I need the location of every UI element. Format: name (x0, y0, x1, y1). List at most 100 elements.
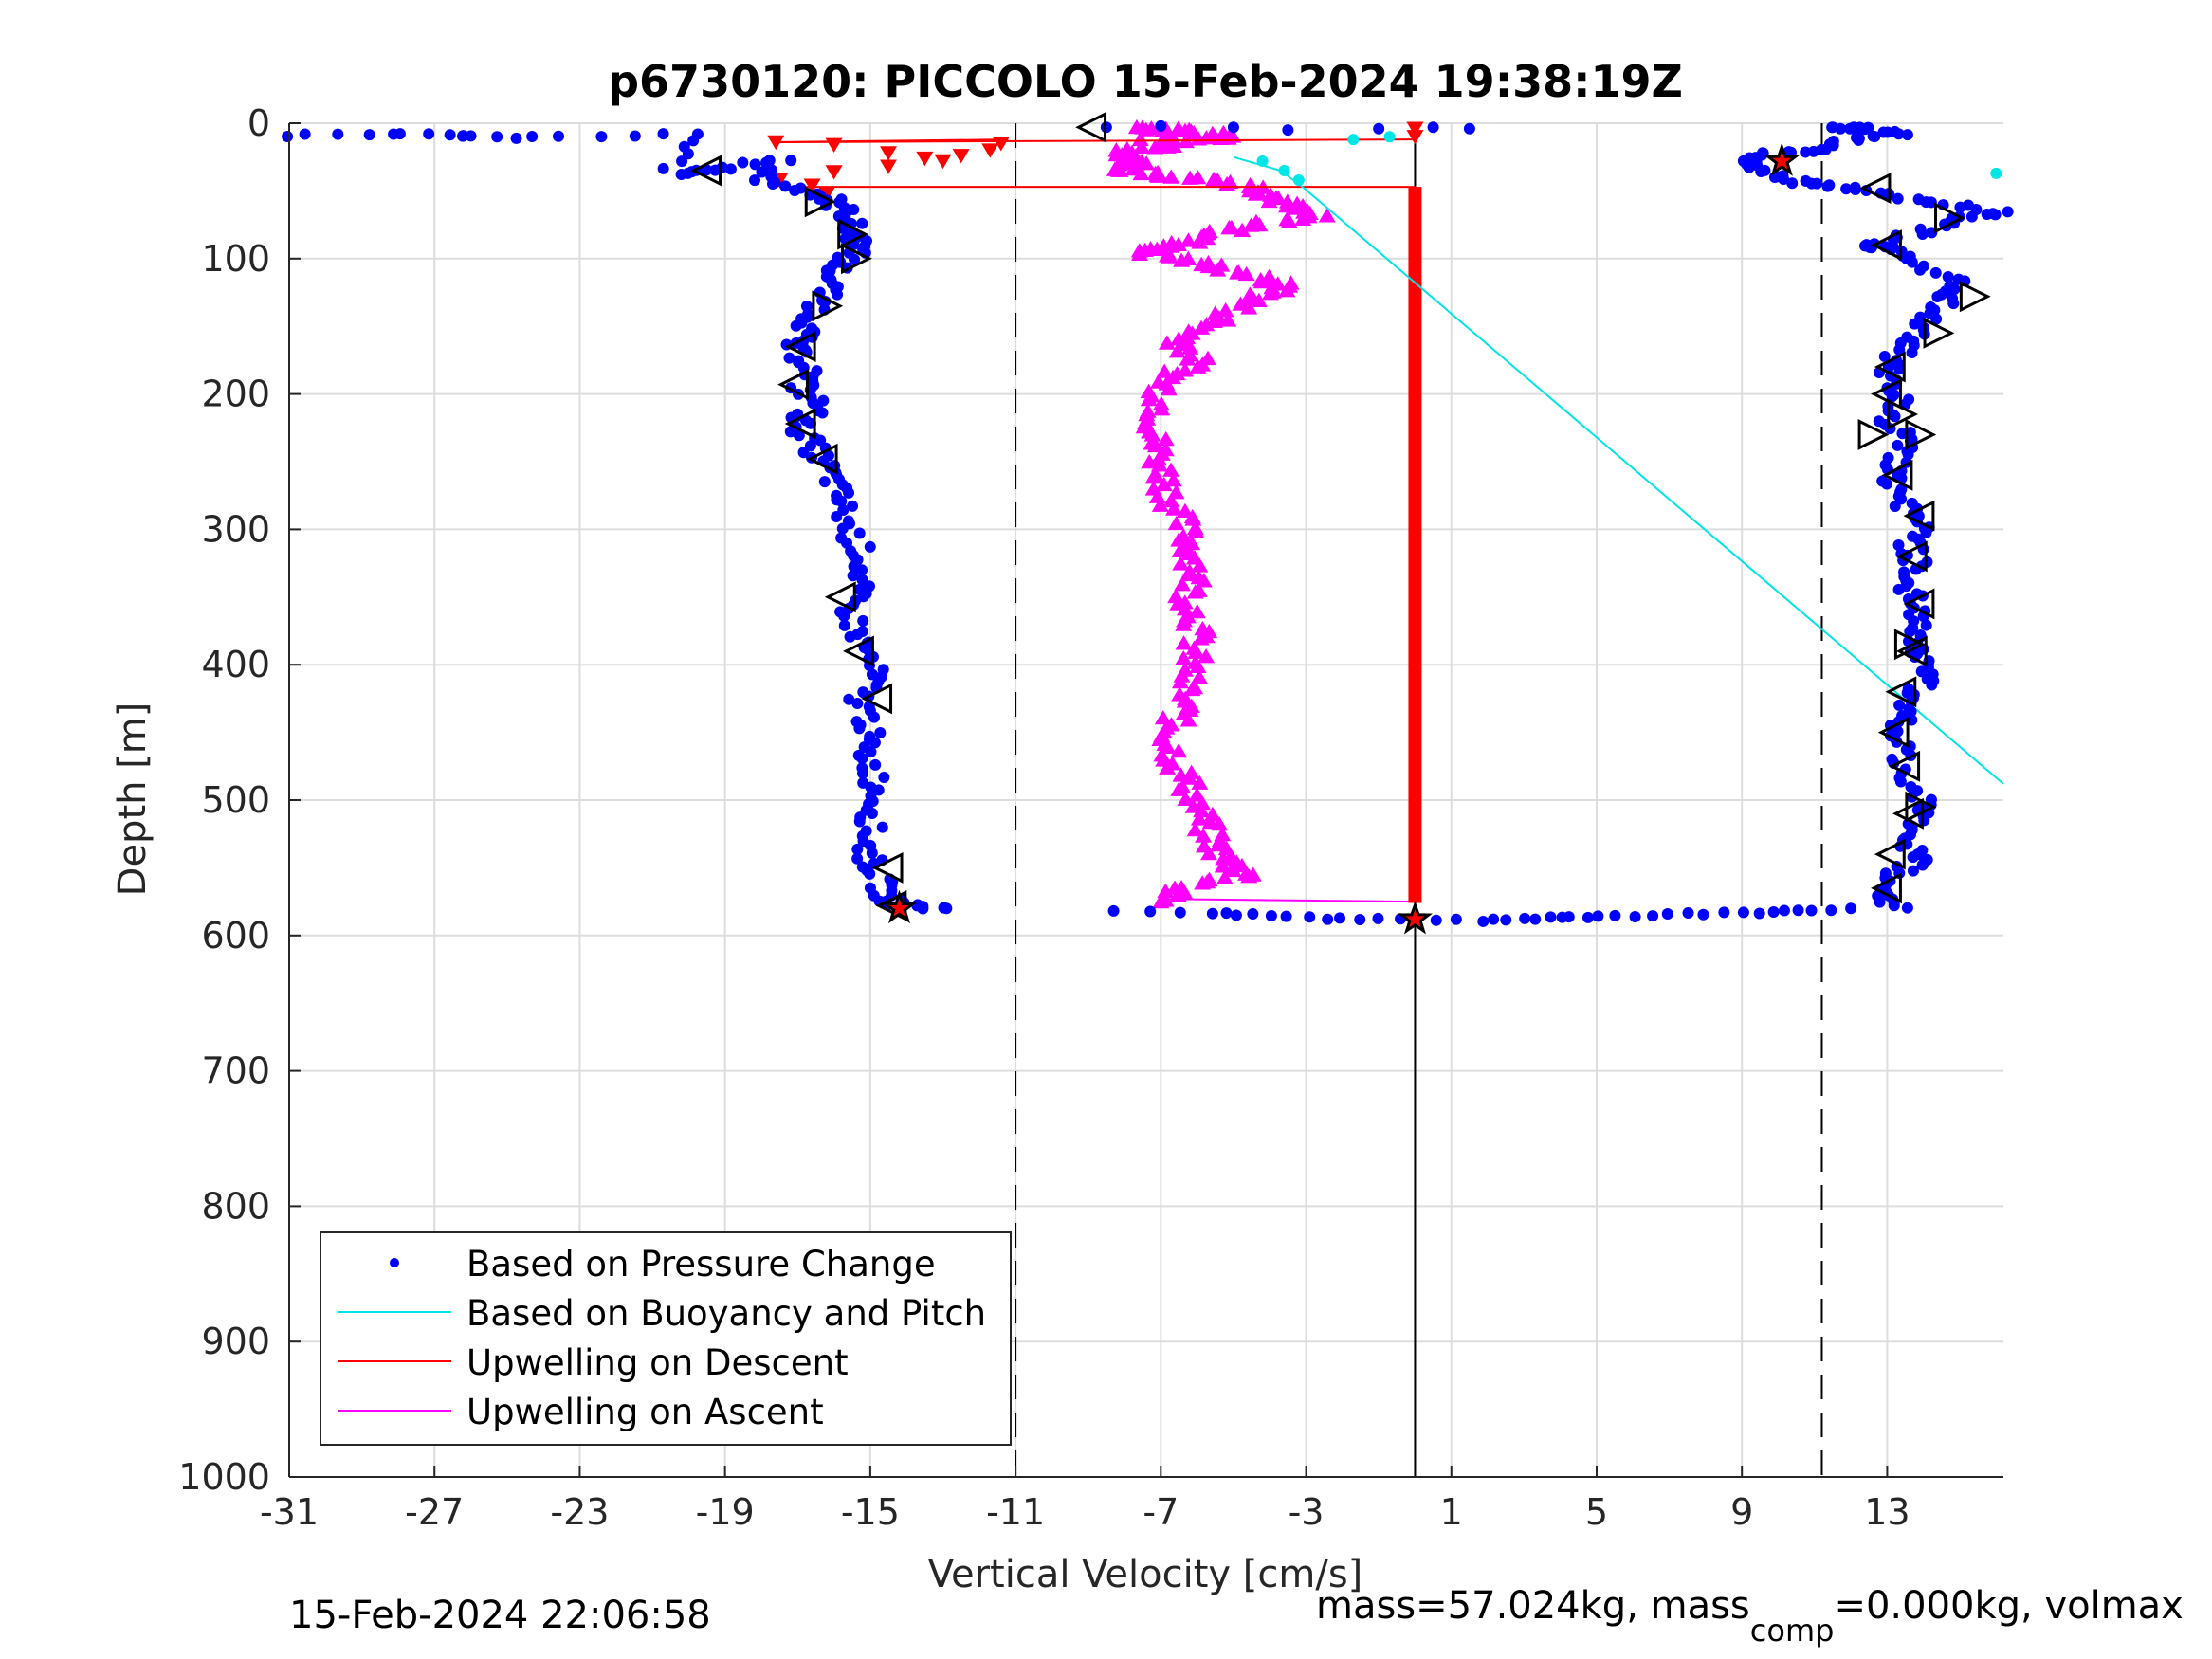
pressure-descent-point (749, 158, 761, 171)
ascent-upwelling-point (1203, 806, 1221, 822)
ascent-upwelling-point (1242, 217, 1260, 232)
pressure-ascent-point (1895, 483, 1908, 496)
pressure-bottom-point (1581, 911, 1594, 923)
pressure-bottom-point (1477, 915, 1490, 927)
pressure-bottom-point (1697, 908, 1709, 921)
ascent-upwelling-point (1155, 476, 1173, 492)
buoyancy-pitch-point (1278, 164, 1290, 176)
pressure-bottom-point (1354, 913, 1366, 925)
ascent-upwelling-point (1261, 285, 1279, 301)
y-tick-label: 500 (201, 779, 270, 821)
pressure-ascent-point (1906, 497, 1918, 509)
descent-upwelling-point (825, 165, 843, 180)
ascent-upwelling-point (1175, 650, 1193, 665)
ascent-upwelling-point (1162, 169, 1180, 184)
left-triangle-marker (1871, 229, 1902, 261)
pressure-ascent-point (1869, 131, 1881, 143)
ascent-upwelling-point (1143, 427, 1161, 442)
pressure-bottom-point (1682, 907, 1694, 920)
y-axis-label: Depth [m] (111, 702, 155, 897)
pressure-ascent-point (1920, 619, 1932, 631)
ascent-upwelling-point (1191, 557, 1209, 573)
ascent-upwelling-point (1127, 118, 1145, 135)
x-tick-label: -15 (841, 1491, 900, 1533)
pressure-descent-point (853, 815, 866, 828)
left-triangle-marker (784, 331, 816, 363)
ascent-upwelling-point (1278, 283, 1296, 298)
pressure-bottom-point (1778, 904, 1790, 917)
pressure-bottom-point (1107, 904, 1120, 917)
ascent-upwelling-point (1211, 816, 1229, 831)
pressure-descent-point (864, 867, 876, 880)
right-triangle-marker (1857, 419, 1890, 450)
pressure-bottom-point (1629, 911, 1641, 923)
legend-entry-label: Upwelling on Descent (466, 1342, 849, 1383)
pressure-ascent-point (1811, 177, 1823, 190)
x-tick-label: -23 (550, 1491, 609, 1533)
pressure-descent-point (847, 500, 859, 512)
x-tick-label: 1 (1440, 1491, 1463, 1533)
ascent-upwelling-point (1191, 775, 1209, 790)
x-tick-label: -27 (405, 1491, 464, 1533)
pressure-ascent-point (1892, 192, 1904, 205)
left-triangle-marker (824, 581, 856, 613)
ascent-upwelling-point (1186, 821, 1204, 837)
pressure-ascent-point (1925, 301, 1937, 313)
ascent-upwelling-point (1150, 450, 1168, 466)
ascent-upwelling-point (1153, 401, 1171, 416)
ascent-upwelling-point (1130, 246, 1148, 261)
pressure-ascent-point (1800, 174, 1812, 187)
pressure-bottom-point (1592, 910, 1604, 922)
ascent-upwelling-point (1176, 502, 1194, 519)
pressure-descent-point (491, 131, 503, 143)
pressure-descent-point (779, 180, 792, 192)
ascent-upwelling-point (1181, 339, 1199, 355)
ascent-upwelling-point (1186, 584, 1204, 599)
ascent-upwelling-point (1183, 681, 1201, 697)
footer-mass-subscript: comp (1750, 1613, 1835, 1649)
right-triangle-marker (804, 186, 836, 218)
left-triangle-marker (806, 443, 838, 475)
ascent-upwelling-point (1133, 138, 1151, 154)
ascent-upwelling-point (1216, 869, 1234, 884)
pressure-bottom-point (1230, 909, 1242, 921)
ascent-upwelling-point (1181, 170, 1199, 185)
pressure-descent-point (851, 843, 864, 855)
ascent-upwelling-point (1224, 862, 1242, 878)
pressure-descent-point (767, 178, 779, 191)
y-tick-label: 100 (201, 238, 270, 280)
pressure-ascent-point (1800, 146, 1812, 158)
left-triangle-marker (690, 155, 722, 187)
pressure-descent-point (687, 135, 700, 147)
y-tick-label: 1000 (178, 1456, 270, 1498)
buoyancy-pitch-point (1347, 134, 1360, 146)
ascent-upwelling-point (1111, 162, 1129, 177)
ascent-upwelling-point (1175, 616, 1193, 631)
ascent-upwelling-point (1173, 667, 1191, 683)
pressure-ascent-point (1876, 475, 1889, 487)
ascent-upwelling-point (1240, 868, 1258, 884)
right-triangle-marker (1905, 791, 1937, 823)
pressure-ascent-point (1905, 781, 1917, 793)
pressure-descent-point (282, 131, 294, 143)
left-triangle-marker (1075, 111, 1107, 143)
x-tick-label: -3 (1289, 1491, 1325, 1533)
pressure-descent-point (849, 253, 861, 265)
pressure-bottom-point (1792, 904, 1804, 917)
x-tick-label: -7 (1143, 1491, 1179, 1533)
pressure-bottom-point (1247, 908, 1259, 921)
right-triangle-marker (1905, 419, 1937, 450)
pressure-ascent-point (1929, 266, 1942, 279)
y-tick-label: 900 (201, 1321, 270, 1362)
pressure-descent-point (847, 570, 859, 582)
buoyancy-pitch-point (1292, 173, 1305, 186)
ascent-upwelling-point (1173, 252, 1191, 267)
pressure-bottom-point (1488, 913, 1500, 925)
right-triangle-marker (1887, 398, 1919, 430)
pressure-descent-point (843, 693, 855, 705)
pressure-descent-point (857, 767, 869, 779)
pressure-bottom-point (1563, 911, 1575, 923)
right-triangle-marker (1923, 317, 1955, 349)
pressure-descent-point (917, 902, 929, 915)
pressure-ascent-point (1859, 240, 1872, 252)
